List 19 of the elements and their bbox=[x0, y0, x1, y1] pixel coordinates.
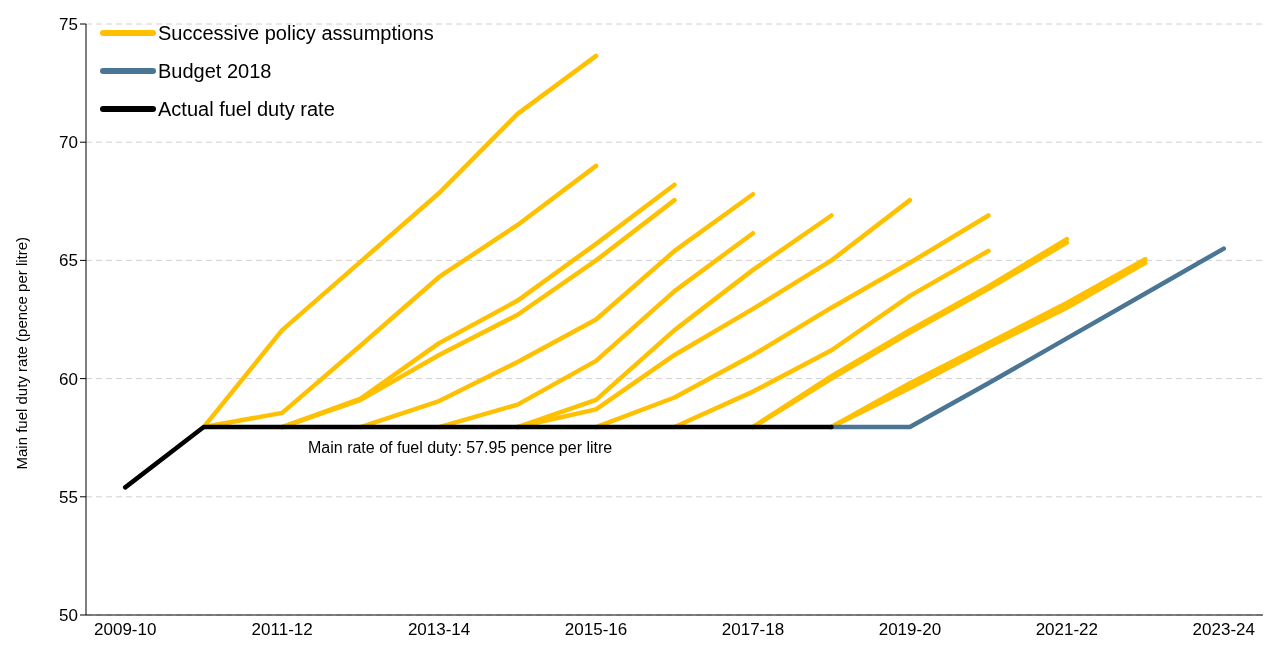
x-tick-label: 2017-18 bbox=[721, 620, 785, 640]
x-tick-label: 2009-10 bbox=[94, 620, 157, 640]
y-tick-label: 70 bbox=[59, 133, 78, 153]
x-tick-label: 2013-14 bbox=[407, 620, 471, 640]
y-tick-label: 65 bbox=[59, 251, 78, 271]
x-tick-label: 2015-16 bbox=[564, 620, 628, 640]
y-tick-label: 60 bbox=[59, 369, 78, 389]
legend-label: Actual fuel duty rate bbox=[158, 97, 335, 122]
x-tick-label: 2021-22 bbox=[1035, 620, 1099, 640]
y-tick-label: 75 bbox=[59, 15, 78, 35]
y-axis-title: Main fuel duty rate (pence per litre) bbox=[13, 236, 31, 470]
legend-label: Successive policy assumptions bbox=[158, 21, 434, 46]
legend-label: Budget 2018 bbox=[158, 59, 272, 84]
y-tick-label: 50 bbox=[59, 606, 78, 626]
y-tick-label: 55 bbox=[59, 487, 78, 507]
x-tick-label: 2019-20 bbox=[878, 620, 942, 640]
x-tick-label: 2023-24 bbox=[1192, 620, 1255, 640]
x-tick-label: 2011-12 bbox=[251, 620, 313, 640]
annotation: Main rate of fuel duty: 57.95 pence per litre bbox=[308, 439, 613, 457]
